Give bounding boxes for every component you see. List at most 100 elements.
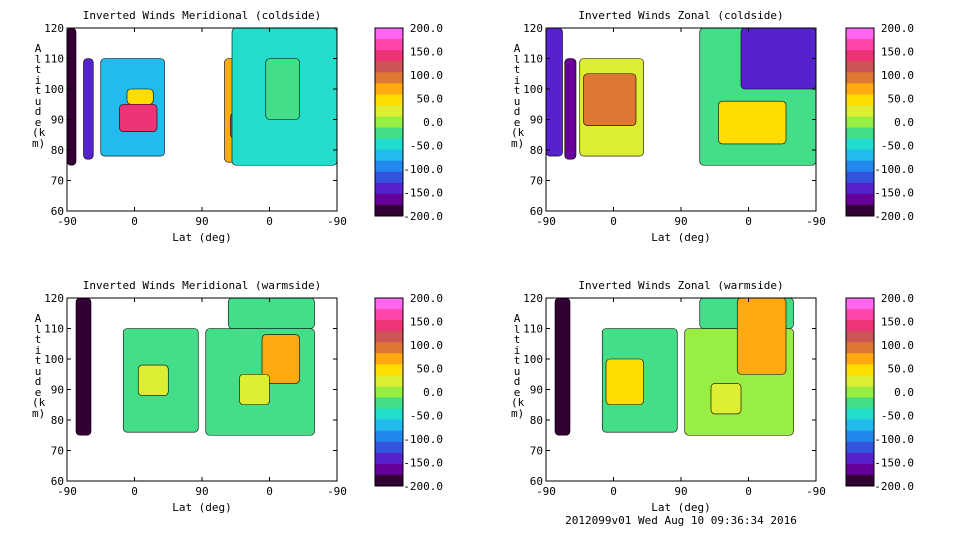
- x-axis-label: Lat (deg): [651, 231, 711, 244]
- colorbar-band: [846, 94, 874, 106]
- colorbar-label: 150.0: [410, 316, 443, 329]
- colorbar-band: [846, 72, 874, 84]
- colorbar-label: 50.0: [417, 93, 444, 106]
- y-tick-label: 100: [523, 83, 543, 96]
- colorbar-band: [846, 149, 874, 162]
- colorbar-band: [375, 441, 403, 454]
- colorbar-band: [375, 116, 403, 129]
- y-tick-label: 90: [530, 114, 543, 127]
- x-tick-label: -90: [806, 215, 826, 228]
- colorbar-band: [846, 452, 874, 465]
- colorbar-band: [846, 182, 874, 195]
- x-tick-label: -90: [327, 215, 347, 228]
- y-tick-label: 60: [530, 205, 543, 218]
- colorbar-frame: [374, 297, 404, 487]
- colorbar-band: [846, 375, 874, 387]
- colorbar-band: [846, 39, 874, 51]
- colorbar-label: -100.0: [403, 163, 443, 176]
- contour-region: [710, 383, 742, 415]
- colorbar-band: [375, 28, 403, 40]
- colorbar-band: [375, 72, 403, 84]
- colorbar-band: [846, 408, 874, 421]
- colorbar-band: [375, 474, 403, 487]
- colorbar-band: [375, 364, 403, 376]
- colorbar-label: -100.0: [874, 163, 914, 176]
- colorbar-frame: [374, 27, 404, 217]
- colorbar-label: -50.0: [410, 410, 443, 423]
- colorbar-band: [375, 105, 403, 117]
- y-tick-label: 90: [51, 114, 64, 127]
- y-tick-label: 100: [44, 83, 64, 96]
- colorbar-band: [846, 331, 874, 343]
- colorbar-label: 0.0: [894, 116, 914, 129]
- colorbar-band: [375, 61, 403, 73]
- colorbar-band: [375, 430, 403, 443]
- colorbar-band: [846, 397, 874, 410]
- y-tick-label: 80: [51, 414, 64, 427]
- colorbar-band: [375, 182, 403, 195]
- y-tick-label: 70: [51, 445, 64, 458]
- contour-region: [583, 73, 637, 126]
- x-axis-label: Lat (deg): [651, 501, 711, 514]
- x-tick-label: -90: [536, 485, 556, 498]
- colorbar-label: -100.0: [874, 433, 914, 446]
- x-tick-label: 0: [131, 485, 138, 498]
- colorbar-frame: [845, 297, 875, 487]
- colorbar-band: [846, 364, 874, 376]
- colorbar-band: [846, 474, 874, 487]
- colorbar-label: 200.0: [881, 292, 914, 305]
- x-tick-label: -90: [806, 485, 826, 498]
- contour-region: [265, 58, 300, 120]
- colorbar-band: [375, 298, 403, 310]
- colorbar-band: [375, 463, 403, 476]
- x-tick-label: 0: [745, 215, 752, 228]
- colorbar-band: [846, 320, 874, 332]
- colorbar-band: [846, 105, 874, 117]
- y-tick-label: 90: [51, 384, 64, 397]
- colorbar-band: [375, 309, 403, 321]
- x-tick-label: 0: [266, 215, 273, 228]
- y-tick-label: 110: [523, 53, 543, 66]
- colorbar-label: 200.0: [881, 22, 914, 35]
- contour-region: [736, 297, 787, 375]
- colorbar-band: [375, 331, 403, 343]
- colorbar-label: 200.0: [410, 292, 443, 305]
- colorbar-band: [375, 320, 403, 332]
- colorbar-band: [375, 50, 403, 62]
- colorbar-label: 200.0: [410, 22, 443, 35]
- colorbar-label: 50.0: [417, 363, 444, 376]
- x-tick-label: 0: [131, 215, 138, 228]
- colorbar-frame: [845, 27, 875, 217]
- chart-title: Inverted Winds Meridional (coldside): [82, 9, 322, 22]
- colorbar-band: [375, 386, 403, 399]
- colorbar-band: [375, 94, 403, 106]
- y-tick-label: 100: [523, 353, 543, 366]
- colorbar-band: [846, 138, 874, 151]
- colorbar-label: -200.0: [403, 210, 443, 223]
- x-tick-label: 90: [195, 485, 208, 498]
- contour-region: [261, 334, 300, 384]
- colorbar-band: [375, 408, 403, 421]
- y-axis-label: Altitude (km): [32, 312, 46, 420]
- colorbar-label: 100.0: [881, 339, 914, 352]
- colorbar-band: [846, 419, 874, 432]
- colorbar-band: [846, 342, 874, 354]
- chart-title: Inverted Winds Zonal (coldside): [578, 9, 784, 22]
- y-axis-label: Altitude (km): [511, 312, 525, 420]
- y-axis-label: Altitude (km): [511, 42, 525, 150]
- colorbar-label: 100.0: [410, 69, 443, 82]
- colorbar-band: [375, 419, 403, 432]
- colorbar-label: -150.0: [403, 187, 443, 200]
- y-tick-label: 60: [530, 475, 543, 488]
- colorbar-label: 50.0: [888, 93, 915, 106]
- y-axis-label: Altitude (km): [32, 42, 46, 150]
- colorbar-band: [375, 83, 403, 95]
- colorbar-label: -50.0: [881, 410, 914, 423]
- y-tick-label: 70: [51, 175, 64, 188]
- contour-region: [126, 88, 154, 105]
- y-tick-label: 110: [44, 53, 64, 66]
- x-tick-label: -90: [57, 485, 77, 498]
